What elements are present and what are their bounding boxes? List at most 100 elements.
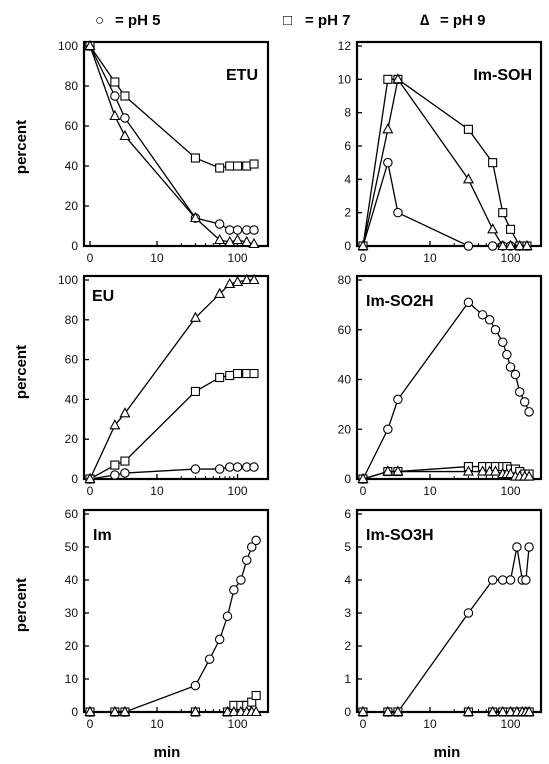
series-triangle xyxy=(84,39,260,249)
y-axis-label-row3: percent xyxy=(13,578,30,632)
data-point-triangle xyxy=(505,239,517,251)
data-point-circle xyxy=(229,585,239,595)
data-point-circle xyxy=(251,535,261,546)
data-point-circle xyxy=(120,468,130,478)
data-point-circle xyxy=(487,575,498,585)
series-circle xyxy=(358,297,534,484)
panel-frame xyxy=(355,40,543,248)
data-point-square xyxy=(505,224,516,234)
data-point-triangle xyxy=(497,239,509,251)
data-point-circle xyxy=(222,611,233,622)
panel-title: Im-SO2H xyxy=(366,293,434,310)
y-tick-label: 50 xyxy=(65,540,79,554)
data-point-circle xyxy=(232,225,243,235)
panel-5: 0 10 20 30 40 50 60 0 10 100 Im xyxy=(65,507,270,731)
data-point-circle xyxy=(120,113,130,123)
y-tick-label: 20 xyxy=(65,432,79,446)
y-tick-label: 0 xyxy=(71,472,78,486)
y-tick-label: 6 xyxy=(344,507,351,521)
series-line xyxy=(90,540,257,713)
legend-symbol-ph7: □ xyxy=(283,12,292,29)
data-point-square xyxy=(120,91,130,101)
data-point-triangle xyxy=(84,472,96,484)
data-point-circle xyxy=(524,407,534,417)
data-point-triangle xyxy=(392,73,404,84)
data-point-circle xyxy=(190,680,201,691)
y-tick-label: 60 xyxy=(65,507,79,521)
data-point-triangle xyxy=(214,233,226,245)
y-tick-label: 40 xyxy=(65,159,79,173)
y-tick-label: 60 xyxy=(338,323,352,337)
panel-title: ETU xyxy=(226,67,258,84)
y-tick-label: 4 xyxy=(344,172,351,186)
series-triangle xyxy=(357,73,533,251)
legend-symbol-ph9: ∆ xyxy=(420,12,429,29)
panel-6: 0 1 2 3 4 5 6 0 10 100 Im-SO3H xyxy=(344,507,543,731)
legend-label-ph7: = pH 7 xyxy=(305,12,350,29)
legend-symbol-ph5: ○ xyxy=(95,12,104,29)
data-point-triangle xyxy=(505,705,517,717)
panel-3: 0 20 40 60 80 100 0 10 100 EU xyxy=(58,273,270,498)
y-tick-label: 0 xyxy=(71,239,78,253)
data-point-square xyxy=(225,370,235,381)
data-point-circle xyxy=(224,225,235,235)
y-axis-label-row2: percent xyxy=(13,345,30,399)
y-tick-label: 40 xyxy=(65,573,79,587)
data-point-circle xyxy=(505,575,516,585)
data-point-triangle xyxy=(119,129,131,141)
data-point-square xyxy=(249,368,259,379)
data-point-circle xyxy=(393,394,403,405)
data-point-circle xyxy=(383,424,393,434)
legend-label-ph5: = pH 5 xyxy=(115,12,160,29)
data-point-triangle xyxy=(489,465,501,476)
data-point-circle xyxy=(463,297,474,308)
data-point-circle xyxy=(502,349,512,360)
y-tick-label: 100 xyxy=(58,273,78,287)
data-point-circle xyxy=(246,542,257,552)
data-point-triangle xyxy=(119,407,131,418)
data-point-triangle xyxy=(248,273,260,285)
y-tick-label: 2 xyxy=(344,639,351,653)
y-tick-label: 60 xyxy=(65,353,79,367)
panel-title: Im xyxy=(93,527,112,544)
data-point-triangle xyxy=(497,705,509,717)
data-point-triangle xyxy=(392,705,404,717)
data-point-circle xyxy=(393,207,403,218)
panel-title: Im-SO3H xyxy=(366,527,434,544)
x-tick-label: 0 xyxy=(360,251,367,265)
data-point-circle xyxy=(204,654,215,664)
series-line xyxy=(362,301,530,480)
y-tick-label: 5 xyxy=(344,540,351,554)
data-point-square xyxy=(215,163,225,173)
x-tick-label: 100 xyxy=(228,484,248,498)
data-point-triangle xyxy=(109,419,121,430)
data-point-triangle xyxy=(523,705,535,717)
data-point-triangle xyxy=(224,235,236,247)
data-point-square xyxy=(383,74,393,84)
data-point-circle xyxy=(497,337,508,347)
data-point-triangle xyxy=(462,705,474,717)
y-tick-label: 12 xyxy=(338,39,352,53)
data-point-triangle xyxy=(382,705,394,717)
panel-title: EU xyxy=(92,288,114,305)
data-point-circle xyxy=(249,462,259,472)
panel-frame xyxy=(82,274,270,481)
data-point-circle xyxy=(463,241,474,251)
data-point-circle xyxy=(505,362,516,372)
data-point-circle xyxy=(214,464,225,474)
data-point-square xyxy=(190,386,200,396)
y-tick-label: 60 xyxy=(65,119,79,133)
data-point-triangle xyxy=(382,465,394,476)
data-point-triangle xyxy=(189,311,201,322)
data-point-triangle xyxy=(487,705,499,717)
panel-frame xyxy=(355,274,543,481)
data-point-triangle xyxy=(357,705,369,717)
data-point-circle xyxy=(510,369,521,380)
data-point-circle xyxy=(224,462,235,472)
data-point-triangle xyxy=(221,705,233,717)
y-tick-label: 100 xyxy=(58,39,78,53)
data-point-triangle xyxy=(523,470,535,481)
data-point-triangle xyxy=(514,239,526,251)
data-point-triangle xyxy=(224,277,236,289)
x-tick-label: 10 xyxy=(423,717,437,731)
